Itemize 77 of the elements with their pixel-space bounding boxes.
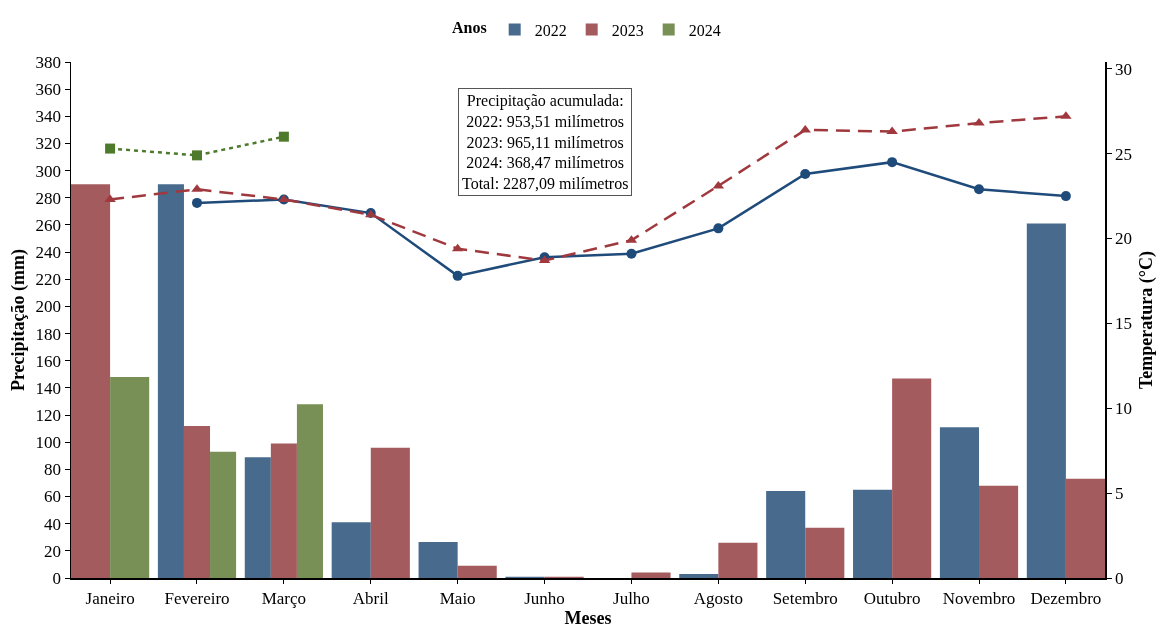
y-tick-label: 40 — [44, 514, 62, 534]
bar — [718, 542, 758, 578]
x-tick-label: Junho — [524, 588, 565, 608]
x-tick-label: Fevereiro — [164, 588, 230, 608]
y2-tick-label: 30 — [1114, 59, 1132, 79]
bar — [892, 378, 932, 578]
y-tick-label: 320 — [35, 134, 62, 154]
point — [887, 157, 898, 168]
bar — [418, 542, 458, 578]
annotation: Precipitação acumulada: 2022: 953,51 milímetros 2023: 965,11 milímetros 2024: 368,47 milímetros Total: 2287,09 milímetros — [462, 92, 629, 193]
y-tick-label: 280 — [35, 188, 62, 208]
point — [278, 131, 289, 142]
y-tick-label: 360 — [35, 80, 62, 100]
x-tick-label: Julho — [613, 588, 650, 608]
y-tick-label: 60 — [44, 487, 62, 507]
y-tick-label: 180 — [35, 324, 62, 344]
y-tick-label: 20 — [44, 541, 62, 561]
bar — [766, 491, 806, 578]
point — [974, 184, 985, 195]
point — [191, 150, 202, 161]
x-tick-label: Março — [261, 588, 307, 608]
point — [886, 126, 898, 135]
point — [626, 248, 637, 259]
y-tick-label: 380 — [35, 52, 62, 72]
bar — [457, 565, 497, 578]
x-tick-label: Novembro — [942, 588, 1016, 608]
y-tick-label: 120 — [35, 406, 62, 425]
point — [713, 223, 724, 234]
point — [191, 197, 202, 208]
y-tick-label: 80 — [44, 460, 62, 480]
x-tick-label: Dezembro — [1030, 588, 1102, 608]
y2-axis-title: Temperatura (°C) — [1135, 250, 1157, 390]
x-tick-label: Outubro — [863, 588, 921, 608]
y-tick-label: 100 — [35, 433, 62, 453]
y-tick-label: 0 — [52, 568, 62, 588]
x-tick-label: Setembro — [772, 588, 838, 608]
x-tick-label: Maio — [439, 588, 476, 608]
y-tick-label: 340 — [35, 107, 62, 127]
point — [105, 143, 116, 154]
bar — [296, 404, 323, 578]
y-tick-label: 260 — [35, 215, 62, 235]
y-axis-title: Precipitação (mm) — [8, 248, 30, 392]
legend-label: 2024 — [688, 21, 721, 39]
x-tick-label: Abril — [352, 588, 389, 608]
x-axis-title: Meses — [564, 607, 612, 628]
bar — [853, 489, 893, 578]
bar — [805, 527, 845, 578]
legend-label: 2023 — [611, 21, 644, 39]
y2-tick-label: 0 — [1114, 568, 1124, 588]
bar — [1065, 478, 1105, 578]
y2-tick-label: 15 — [1114, 314, 1132, 334]
y-tick-label: 220 — [35, 270, 62, 290]
y2-tick-label: 25 — [1114, 144, 1132, 164]
legend-label: 2022 — [534, 21, 567, 39]
y2-tick-label: 20 — [1114, 229, 1132, 249]
point — [800, 169, 811, 180]
bar — [631, 572, 671, 578]
y-tick-label: 200 — [35, 297, 62, 317]
bar — [679, 573, 719, 578]
bar — [210, 451, 237, 578]
legend-title: Anos — [452, 19, 487, 37]
point — [452, 270, 463, 281]
x-tick-label: Agosto — [693, 588, 743, 608]
bar — [331, 522, 371, 578]
y-tick-label: 300 — [35, 161, 62, 181]
bar — [939, 427, 980, 578]
y2-tick-label: 10 — [1114, 399, 1132, 419]
bar — [1026, 223, 1066, 578]
y2-tick-label: 5 — [1114, 484, 1124, 504]
x-tick-label: Janeiro — [85, 588, 135, 608]
y-tick-label: 140 — [35, 378, 62, 398]
point — [799, 124, 811, 133]
point — [1060, 191, 1071, 202]
y-tick-label: 160 — [35, 351, 62, 371]
bar — [979, 485, 1019, 578]
y-tick-label: 240 — [35, 243, 62, 263]
bar — [370, 447, 410, 578]
